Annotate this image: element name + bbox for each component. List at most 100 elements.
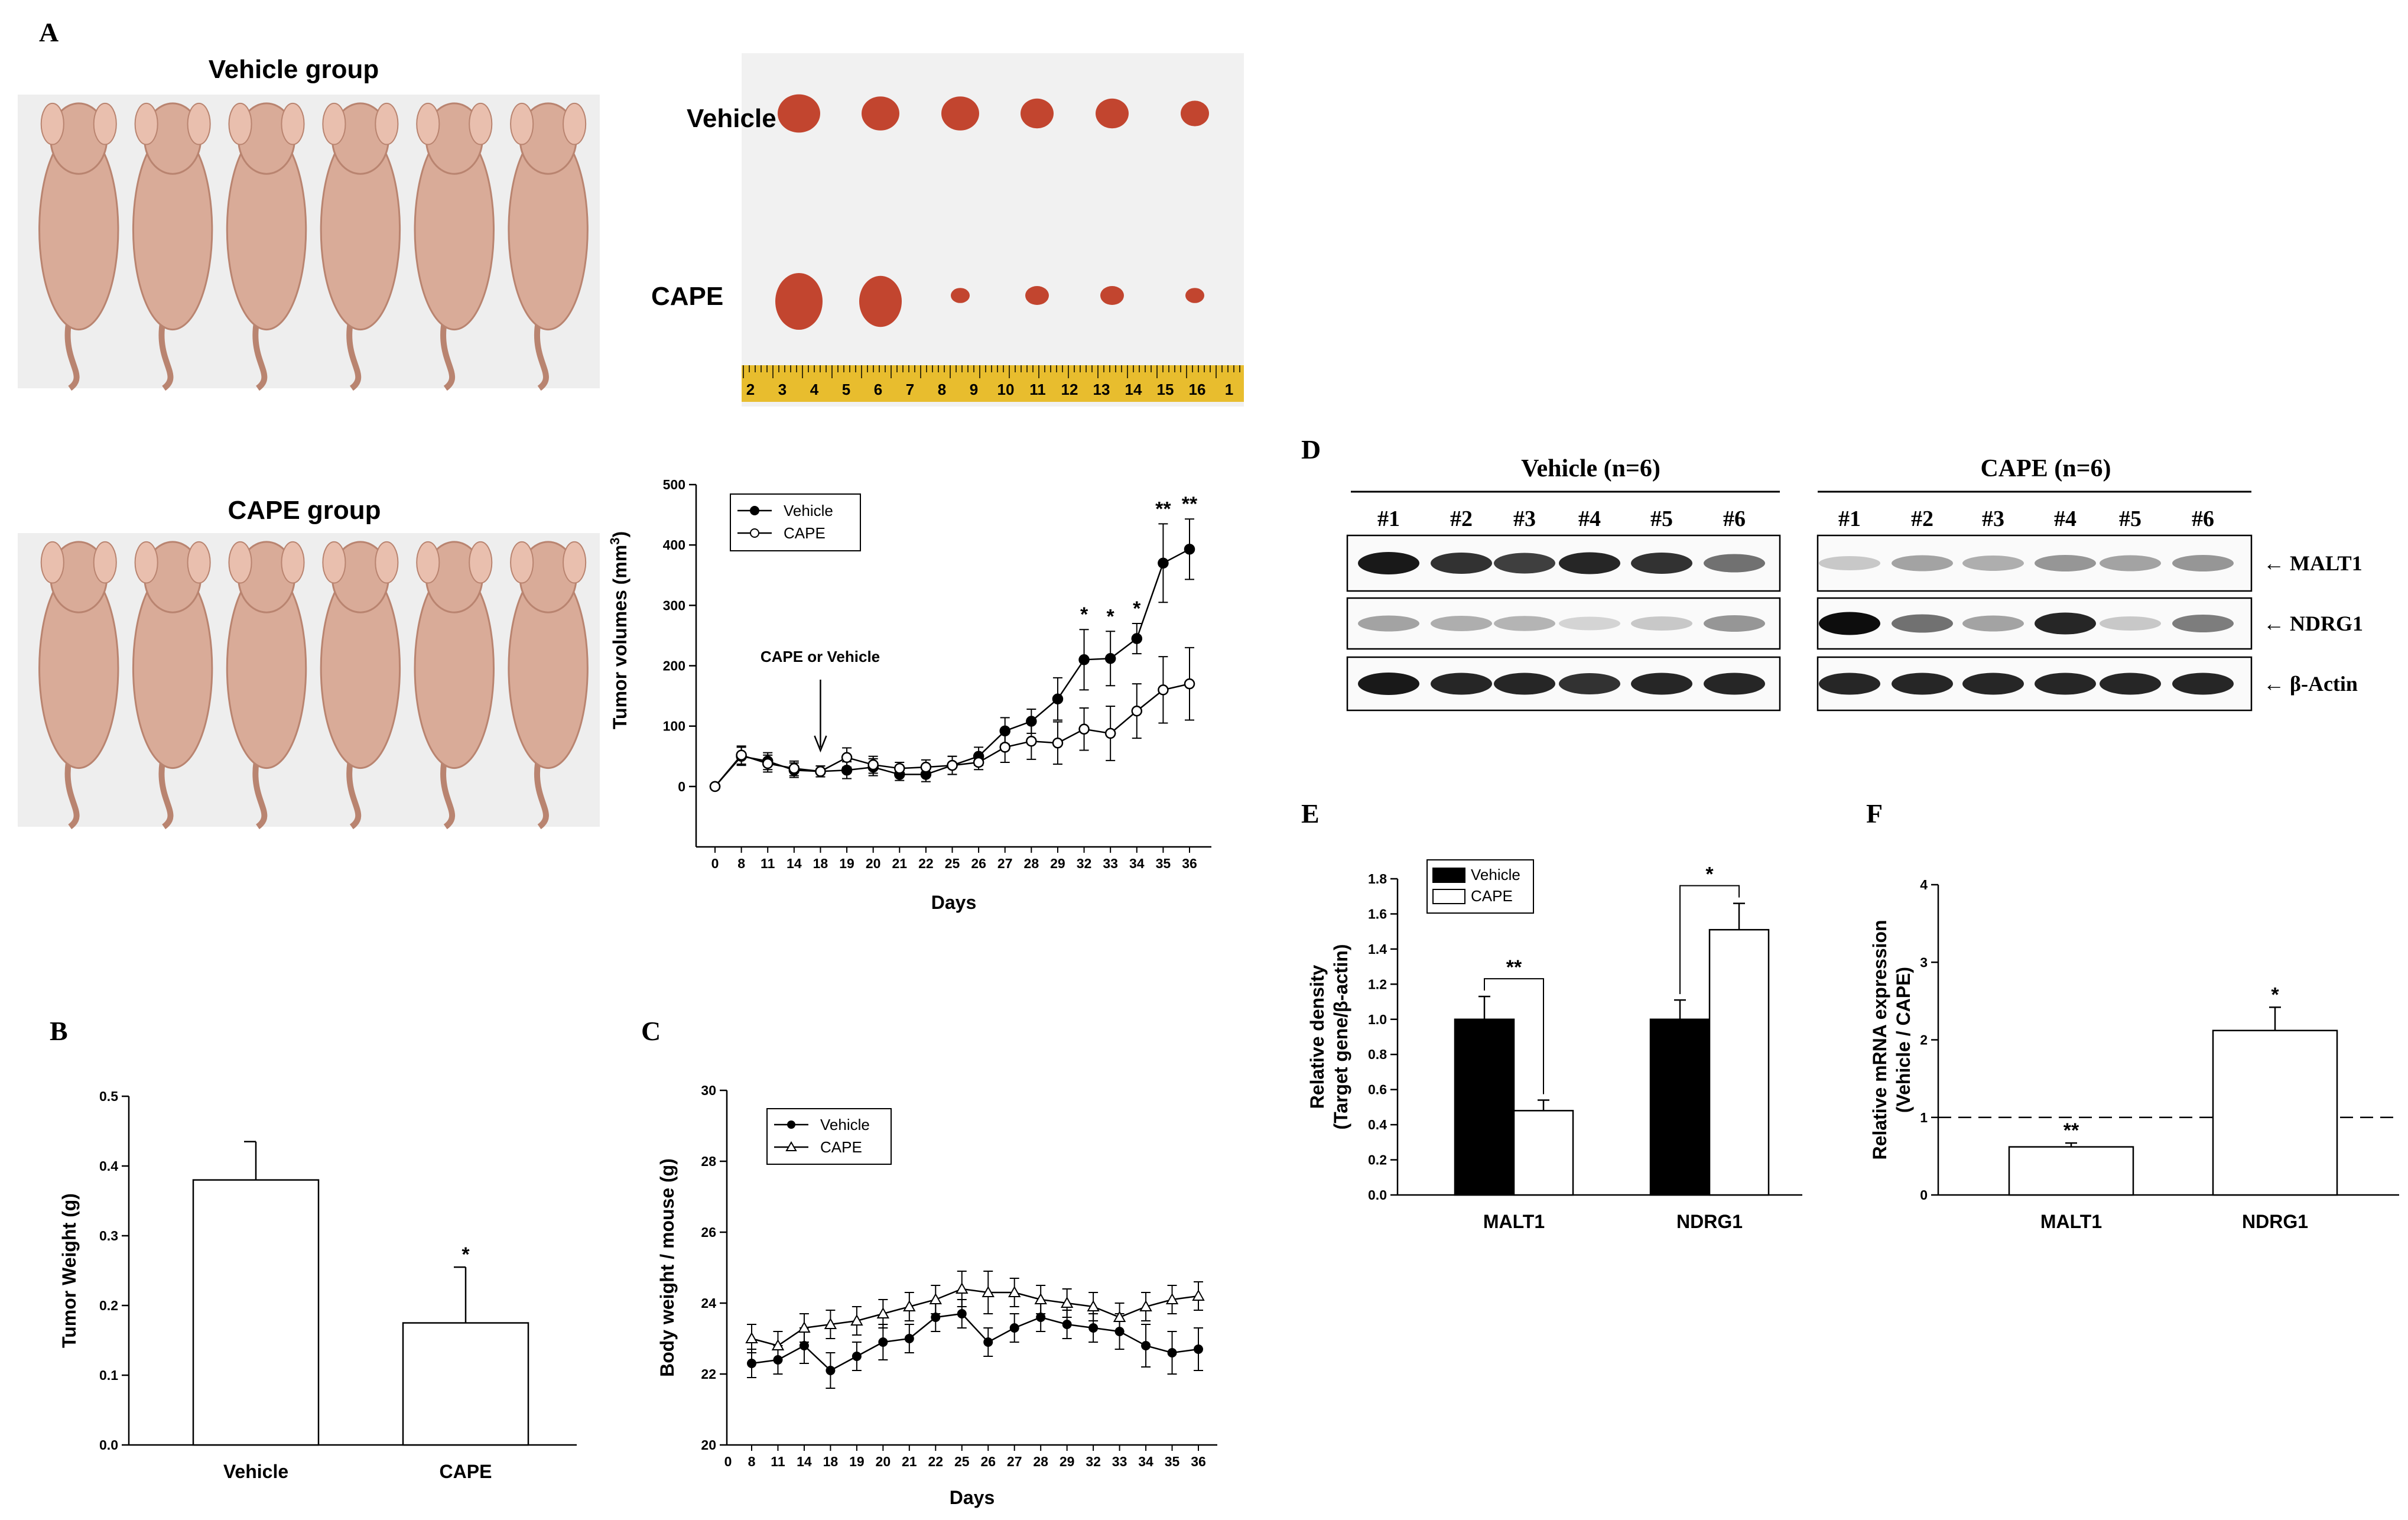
- vehicle-tumor: [1096, 98, 1129, 129]
- bar-vehicle: [192, 1179, 320, 1446]
- mouse-ear: [93, 102, 117, 145]
- ruler-number: 12: [1061, 381, 1078, 398]
- x-tick-label: 26: [980, 1454, 996, 1469]
- data-point-cape: [982, 1285, 995, 1297]
- panel-c-letter: C: [641, 1016, 661, 1046]
- significance-marker: **: [1506, 956, 1522, 979]
- blot-band: [1704, 554, 1765, 573]
- data-point-cape: [894, 762, 905, 774]
- blot-band: [1631, 553, 1692, 574]
- x-tick-label: 29: [1050, 856, 1065, 871]
- series-line-vehicle: [751, 1313, 1199, 1372]
- vehicle-tumor: [1021, 98, 1054, 129]
- significance-bracket: [1484, 978, 1544, 1094]
- y-tick-label: 0.4: [99, 1158, 118, 1174]
- blot-band: [1559, 552, 1620, 574]
- significance-marker: *: [1107, 605, 1115, 628]
- y-tick-label: 1.4: [1368, 941, 1387, 957]
- x-tick-label: 29: [1060, 1454, 1075, 1469]
- ruler-number: 7: [906, 381, 914, 398]
- y-axis-label-line1: Relative density: [1307, 964, 1328, 1109]
- blot-band: [1631, 616, 1692, 631]
- lane-label-cape: #5: [2119, 506, 2141, 531]
- blot-band: [1704, 615, 1765, 632]
- x-category-label: MALT1: [2040, 1211, 2102, 1232]
- data-point-cape: [867, 759, 879, 771]
- tumor-row-label-vehicle: Vehicle: [687, 104, 776, 133]
- data-point-vehicle: [931, 1313, 941, 1322]
- blot-band: [1819, 612, 1880, 635]
- lane-label-cape: #6: [2192, 506, 2214, 531]
- lane-label-vehicle: #2: [1450, 506, 1473, 531]
- data-point-cape: [999, 742, 1010, 753]
- ruler-marks: 2 3 4 5 6 7 8 9 10 11 12 13 14 15 16 1: [743, 365, 1240, 398]
- blot-band: [1358, 673, 1419, 695]
- significance-marker: **: [1155, 498, 1171, 520]
- protein-label: ← NDRG1: [2263, 612, 2363, 635]
- legend-swatch: [1432, 889, 1465, 904]
- data-point-cape: [876, 1307, 890, 1318]
- x-tick-label: 21: [902, 1454, 917, 1469]
- data-point-cape: [762, 758, 774, 769]
- data-point-cape: [973, 756, 984, 768]
- blot-band: [1431, 673, 1492, 695]
- y-tick-label: 26: [701, 1225, 716, 1240]
- mouse-ear: [469, 541, 493, 584]
- data-point-vehicle: [1052, 693, 1064, 704]
- bar-malt1-vehicle: [1454, 1018, 1515, 1196]
- vehicle-mice-photo: [18, 95, 600, 391]
- significance-marker: **: [1182, 493, 1198, 515]
- cape-tumor: [1025, 286, 1049, 305]
- blot-band: [1494, 553, 1555, 574]
- data-point-cape: [1052, 738, 1064, 749]
- tumor-row-label-cape: CAPE: [651, 282, 723, 311]
- bar-ndrg1: [2212, 1029, 2338, 1196]
- x-tick-label: 25: [945, 856, 960, 871]
- y-tick-label: 500: [663, 477, 685, 492]
- x-tick-label: 22: [928, 1454, 943, 1469]
- legend-marker: [750, 506, 759, 515]
- y-tick-label: 400: [663, 537, 685, 553]
- legend-label: CAPE: [820, 1138, 862, 1156]
- blot-strip: [1816, 534, 2253, 592]
- blot-band: [2100, 616, 2161, 631]
- data-point-cape: [1158, 684, 1169, 696]
- data-point-cape: [1078, 723, 1090, 735]
- blot-strip: [1346, 597, 1781, 650]
- x-axis-label: Days: [950, 1487, 995, 1508]
- mouse-ear: [40, 541, 64, 584]
- legend-marker: [785, 1141, 797, 1151]
- data-point-vehicle: [1167, 1348, 1177, 1357]
- data-point-cape: [1131, 705, 1143, 717]
- panel-e-letter: E: [1301, 798, 1320, 829]
- y-axis-label-close: ): [609, 531, 631, 538]
- x-tick-label: 36: [1191, 1454, 1206, 1469]
- x-tick-label: 19: [849, 1454, 865, 1469]
- blot-band: [1819, 556, 1880, 570]
- mouse-ear: [93, 541, 117, 584]
- lane-label-cape: #2: [1911, 506, 1933, 531]
- blot-band: [1962, 615, 2024, 632]
- blot-band: [1494, 616, 1555, 631]
- y-tick-label: 0: [1920, 1187, 1928, 1203]
- ruler: [742, 365, 1244, 402]
- y-axis-label-line2: (Vehicle / CAPE): [1893, 967, 1914, 1113]
- blot-band: [2172, 555, 2234, 571]
- data-point-vehicle: [852, 1352, 862, 1361]
- data-point-vehicle: [1078, 654, 1090, 665]
- x-tick-label: 26: [971, 856, 986, 871]
- mouse-ear: [375, 102, 399, 145]
- data-point-vehicle: [878, 1337, 888, 1347]
- significance-marker: *: [1133, 597, 1141, 620]
- tumor-photo-background: [742, 53, 1244, 407]
- x-tick-label: 18: [813, 856, 828, 871]
- blot-band: [1431, 553, 1492, 574]
- data-point-vehicle: [826, 1366, 836, 1375]
- ruler-number: 6: [874, 381, 882, 398]
- cape-tumor: [775, 273, 823, 330]
- tumor-weight-chart: 0.0 0.1 0.2 0.3 0.4 0.5 Vehicle CAPE * Tumor Weig…: [59, 1089, 577, 1482]
- x-tick-label: 20: [876, 1454, 891, 1469]
- data-point-cape: [1165, 1292, 1179, 1304]
- x-tick-label: 21: [892, 856, 907, 871]
- blot-band: [1962, 673, 2024, 695]
